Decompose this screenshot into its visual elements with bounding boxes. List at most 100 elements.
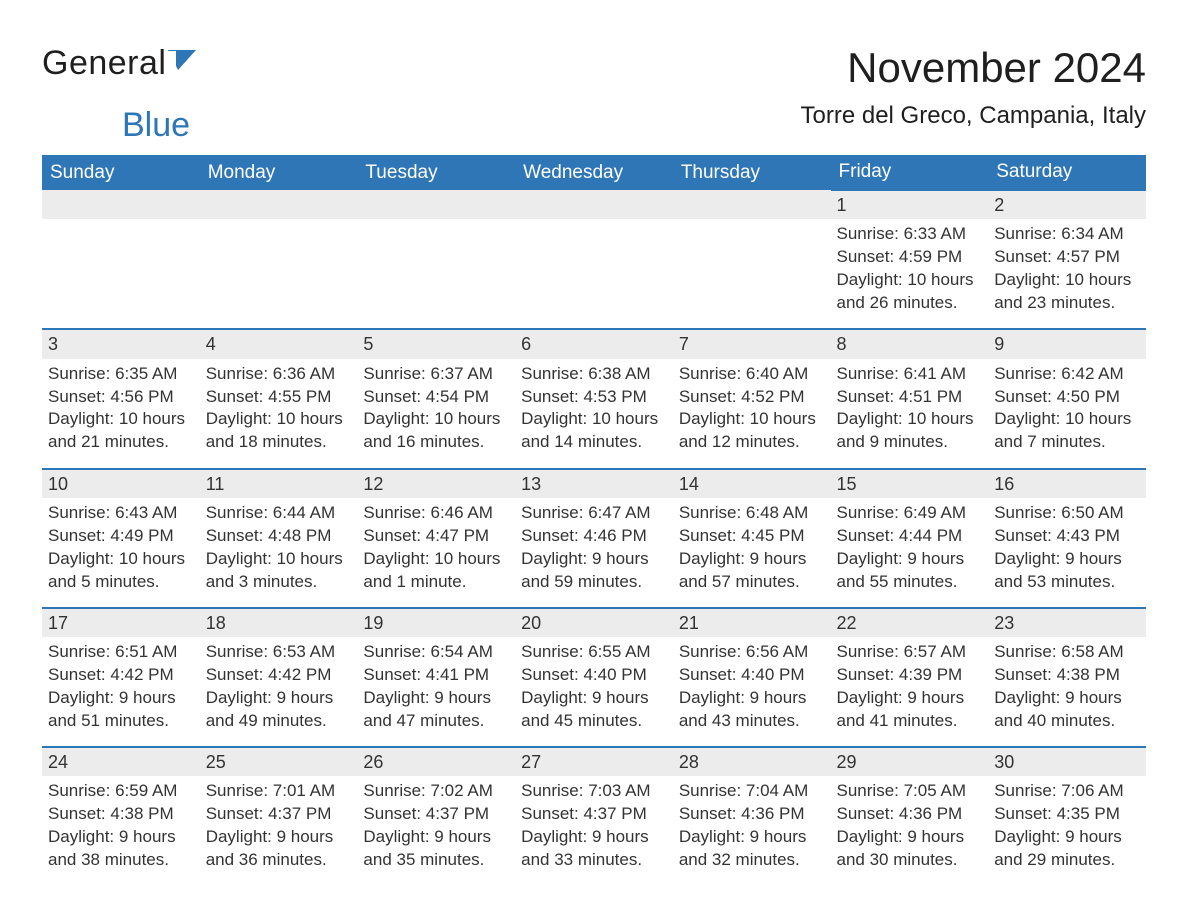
daylight-text: Daylight: 9 hours and 40 minutes.: [994, 687, 1140, 733]
sunrise-text: Sunrise: 6:42 AM: [994, 363, 1140, 386]
day-number: 17: [42, 608, 200, 637]
daylight-text: Daylight: 9 hours and 38 minutes.: [48, 826, 194, 872]
day-body-row: Sunrise: 6:33 AMSunset: 4:59 PMDaylight:…: [42, 219, 1146, 329]
weekday-header: Sunday: [42, 155, 200, 190]
sunrise-text: Sunrise: 6:34 AM: [994, 223, 1140, 246]
empty-cell: [357, 219, 515, 329]
empty-cell: [357, 190, 515, 219]
logo-flag-icon: [168, 42, 198, 81]
day-number: 23: [988, 608, 1146, 637]
sunset-text: Sunset: 4:36 PM: [679, 803, 825, 826]
day-cell: Sunrise: 6:46 AMSunset: 4:47 PMDaylight:…: [357, 498, 515, 608]
day-number: 21: [673, 608, 831, 637]
sunrise-text: Sunrise: 6:57 AM: [837, 641, 983, 664]
daylight-text: Daylight: 9 hours and 41 minutes.: [837, 687, 983, 733]
daylight-text: Daylight: 9 hours and 33 minutes.: [521, 826, 667, 872]
daylight-text: Daylight: 10 hours and 7 minutes.: [994, 408, 1140, 454]
sunrise-text: Sunrise: 7:05 AM: [837, 780, 983, 803]
day-cell: Sunrise: 6:59 AMSunset: 4:38 PMDaylight:…: [42, 776, 200, 886]
day-number: 19: [357, 608, 515, 637]
daylight-text: Daylight: 10 hours and 21 minutes.: [48, 408, 194, 454]
sunrise-text: Sunrise: 6:55 AM: [521, 641, 667, 664]
empty-cell: [200, 219, 358, 329]
daylight-text: Daylight: 10 hours and 9 minutes.: [837, 408, 983, 454]
weekday-header: Saturday: [988, 155, 1146, 190]
daylight-text: Daylight: 9 hours and 43 minutes.: [679, 687, 825, 733]
day-number: 8: [831, 329, 989, 358]
day-number: 13: [515, 469, 673, 498]
sunset-text: Sunset: 4:55 PM: [206, 386, 352, 409]
day-number: 16: [988, 469, 1146, 498]
day-cell: Sunrise: 6:33 AMSunset: 4:59 PMDaylight:…: [831, 219, 989, 329]
logo-text-general: General: [42, 44, 166, 83]
day-cell: Sunrise: 6:47 AMSunset: 4:46 PMDaylight:…: [515, 498, 673, 608]
sunset-text: Sunset: 4:45 PM: [679, 525, 825, 548]
sunset-text: Sunset: 4:42 PM: [48, 664, 194, 687]
sunset-text: Sunset: 4:36 PM: [837, 803, 983, 826]
sunrise-text: Sunrise: 7:04 AM: [679, 780, 825, 803]
empty-cell: [673, 190, 831, 219]
day-body-row: Sunrise: 6:43 AMSunset: 4:49 PMDaylight:…: [42, 498, 1146, 608]
daylight-text: Daylight: 9 hours and 53 minutes.: [994, 548, 1140, 594]
daylight-text: Daylight: 9 hours and 47 minutes.: [363, 687, 509, 733]
day-cell: Sunrise: 6:42 AMSunset: 4:50 PMDaylight:…: [988, 359, 1146, 469]
day-cell: Sunrise: 6:37 AMSunset: 4:54 PMDaylight:…: [357, 359, 515, 469]
day-cell: Sunrise: 6:57 AMSunset: 4:39 PMDaylight:…: [831, 637, 989, 747]
day-number: 5: [357, 329, 515, 358]
empty-cell: [42, 190, 200, 219]
day-number: 6: [515, 329, 673, 358]
day-number: 14: [673, 469, 831, 498]
sunset-text: Sunset: 4:50 PM: [994, 386, 1140, 409]
weekday-header: Wednesday: [515, 155, 673, 190]
sunrise-text: Sunrise: 6:40 AM: [679, 363, 825, 386]
day-cell: Sunrise: 6:40 AMSunset: 4:52 PMDaylight:…: [673, 359, 831, 469]
sunrise-text: Sunrise: 6:38 AM: [521, 363, 667, 386]
weekday-header: Friday: [831, 155, 989, 190]
day-cell: Sunrise: 7:02 AMSunset: 4:37 PMDaylight:…: [357, 776, 515, 886]
daylight-text: Daylight: 10 hours and 26 minutes.: [837, 269, 983, 315]
daylight-text: Daylight: 10 hours and 12 minutes.: [679, 408, 825, 454]
sunset-text: Sunset: 4:46 PM: [521, 525, 667, 548]
day-number: 1: [831, 190, 989, 219]
daylight-text: Daylight: 10 hours and 5 minutes.: [48, 548, 194, 594]
daylight-text: Daylight: 9 hours and 32 minutes.: [679, 826, 825, 872]
day-cell: Sunrise: 6:38 AMSunset: 4:53 PMDaylight:…: [515, 359, 673, 469]
daynum-row: 12: [42, 190, 1146, 219]
day-cell: Sunrise: 6:44 AMSunset: 4:48 PMDaylight:…: [200, 498, 358, 608]
day-cell: Sunrise: 6:43 AMSunset: 4:49 PMDaylight:…: [42, 498, 200, 608]
daylight-text: Daylight: 9 hours and 59 minutes.: [521, 548, 667, 594]
day-body-row: Sunrise: 6:35 AMSunset: 4:56 PMDaylight:…: [42, 359, 1146, 469]
sunset-text: Sunset: 4:54 PM: [363, 386, 509, 409]
day-cell: Sunrise: 6:50 AMSunset: 4:43 PMDaylight:…: [988, 498, 1146, 608]
sunset-text: Sunset: 4:40 PM: [679, 664, 825, 687]
daylight-text: Daylight: 10 hours and 14 minutes.: [521, 408, 667, 454]
sunset-text: Sunset: 4:38 PM: [48, 803, 194, 826]
daylight-text: Daylight: 10 hours and 18 minutes.: [206, 408, 352, 454]
sunrise-text: Sunrise: 6:54 AM: [363, 641, 509, 664]
sunrise-text: Sunrise: 6:53 AM: [206, 641, 352, 664]
sunset-text: Sunset: 4:48 PM: [206, 525, 352, 548]
day-cell: Sunrise: 7:04 AMSunset: 4:36 PMDaylight:…: [673, 776, 831, 886]
daylight-text: Daylight: 9 hours and 29 minutes.: [994, 826, 1140, 872]
sunset-text: Sunset: 4:53 PM: [521, 386, 667, 409]
sunset-text: Sunset: 4:43 PM: [994, 525, 1140, 548]
weekday-header-row: SundayMondayTuesdayWednesdayThursdayFrid…: [42, 155, 1146, 190]
empty-cell: [673, 219, 831, 329]
day-body-row: Sunrise: 6:51 AMSunset: 4:42 PMDaylight:…: [42, 637, 1146, 747]
month-title: November 2024: [801, 44, 1146, 92]
empty-cell: [515, 190, 673, 219]
daylight-text: Daylight: 9 hours and 30 minutes.: [837, 826, 983, 872]
day-number: 18: [200, 608, 358, 637]
weekday-header: Tuesday: [357, 155, 515, 190]
logo-text-blue: Blue: [122, 106, 1188, 145]
sunrise-text: Sunrise: 7:03 AM: [521, 780, 667, 803]
daylight-text: Daylight: 9 hours and 35 minutes.: [363, 826, 509, 872]
day-number: 2: [988, 190, 1146, 219]
sunrise-text: Sunrise: 6:47 AM: [521, 502, 667, 525]
sunset-text: Sunset: 4:42 PM: [206, 664, 352, 687]
calendar-table: SundayMondayTuesdayWednesdayThursdayFrid…: [42, 155, 1146, 886]
empty-cell: [42, 219, 200, 329]
sunset-text: Sunset: 4:51 PM: [837, 386, 983, 409]
day-number: 15: [831, 469, 989, 498]
empty-cell: [200, 190, 358, 219]
